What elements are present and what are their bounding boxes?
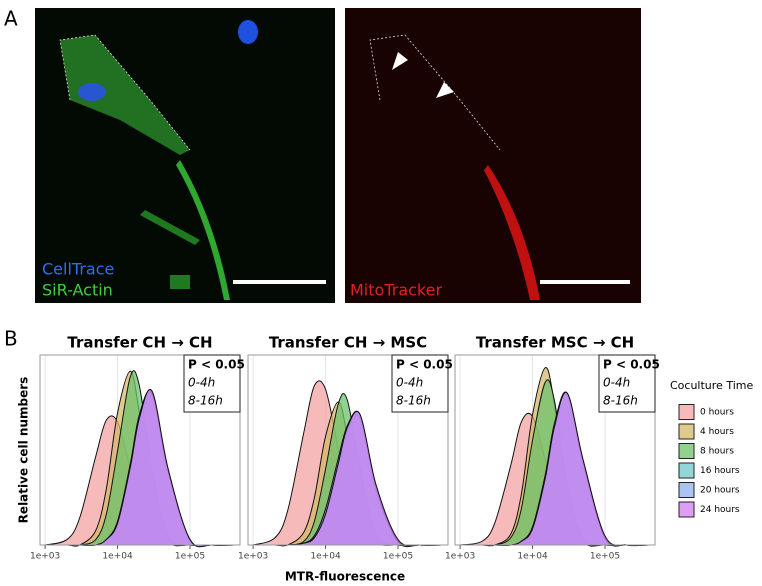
legend-label: 20 hours xyxy=(700,486,740,496)
annotation-box xyxy=(183,354,241,413)
y-axis-label: Relative cell numbers xyxy=(17,377,31,524)
annotation: 8-16h xyxy=(396,394,431,408)
annotation: 0-4h xyxy=(603,376,630,390)
legend-key xyxy=(678,482,695,498)
legend-key xyxy=(678,443,695,459)
legend-label: 24 hours xyxy=(700,505,740,515)
panel-label: B xyxy=(4,327,18,351)
annotation: P < 0.05 xyxy=(188,358,245,372)
annotation: 0-4h xyxy=(396,376,423,390)
image-label: SiR-Actin xyxy=(42,281,113,300)
x-tick-label: 1e+03 xyxy=(445,552,475,562)
x-tick-label: 1e+05 xyxy=(383,552,413,562)
image-label: CellTrace xyxy=(42,260,114,279)
chart-title: Transfer CH → MSC xyxy=(269,334,427,352)
x-tick-label: 1e+05 xyxy=(590,552,620,562)
image-label: MitoTracker xyxy=(350,281,442,300)
plot-border xyxy=(454,354,656,546)
annotation-box xyxy=(391,354,449,413)
chart-title: Transfer MSC → CH xyxy=(476,334,634,352)
chart-title: Transfer CH → CH xyxy=(67,334,212,352)
density-area xyxy=(45,389,234,547)
legend-label: 0 hours xyxy=(700,408,734,418)
density-area xyxy=(253,380,442,546)
annotation: P < 0.05 xyxy=(603,358,660,372)
annotation: 8-16h xyxy=(188,394,223,408)
density-area xyxy=(45,415,234,546)
x-axis-label: MTR-fluorescence xyxy=(285,570,405,584)
plot-border xyxy=(247,354,449,546)
legend-label: 16 hours xyxy=(700,466,740,476)
legend-key xyxy=(678,423,695,440)
x-tick-label: 1e+03 xyxy=(30,552,60,562)
x-tick-label: 1e+03 xyxy=(238,552,268,562)
annotation: P < 0.05 xyxy=(396,358,453,372)
panel-label: A xyxy=(4,7,18,31)
x-tick-label: 1e+05 xyxy=(175,552,205,562)
density-area xyxy=(460,392,649,546)
legend-key xyxy=(678,501,695,518)
legend-label: 8 hours xyxy=(700,447,734,457)
legend-key xyxy=(678,404,695,420)
micrograph-right: MitoTracker xyxy=(345,8,641,303)
legend-label: 4 hours xyxy=(700,427,734,437)
density-area xyxy=(253,411,442,546)
annotation: 8-16h xyxy=(603,394,638,408)
legend-key xyxy=(678,462,695,479)
annotation-box xyxy=(598,354,656,413)
annotation: 0-4h xyxy=(188,376,215,390)
x-tick-label: 1e+04 xyxy=(102,552,133,562)
x-tick-label: 1e+04 xyxy=(517,552,548,562)
plot-border xyxy=(39,354,241,546)
density-area xyxy=(460,413,649,546)
x-tick-label: 1e+04 xyxy=(310,552,341,562)
legend-title: Coculture Time xyxy=(670,379,753,392)
micrograph-left: CellTrace SiR-Actin xyxy=(35,8,335,303)
